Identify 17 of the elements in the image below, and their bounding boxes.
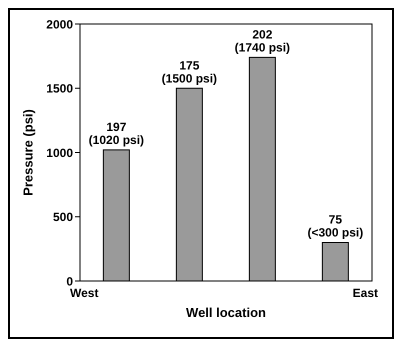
text: West xyxy=(70,286,98,300)
y-tick-label: 2000 xyxy=(46,17,74,32)
bar xyxy=(176,88,203,281)
y-tick-label: 0 xyxy=(66,274,74,288)
data-label: 202 (1740 psi) xyxy=(234,27,290,54)
data-label: 197 (1020 psi) xyxy=(88,120,144,147)
y-axis-title: Pressure (psi) xyxy=(20,109,36,196)
bar xyxy=(248,56,276,281)
y-tick-label: 500 xyxy=(52,210,74,224)
x-axis-title: Well location xyxy=(186,305,266,320)
bar xyxy=(322,242,349,281)
bar xyxy=(102,149,130,281)
y-tick-label: 1500 xyxy=(46,82,74,96)
text: East xyxy=(352,286,378,300)
y-tick-label: 1000 xyxy=(46,146,74,160)
data-label: 175 (1500 psi) xyxy=(162,58,218,86)
data-label: 75 (<300 psi) xyxy=(308,212,364,240)
